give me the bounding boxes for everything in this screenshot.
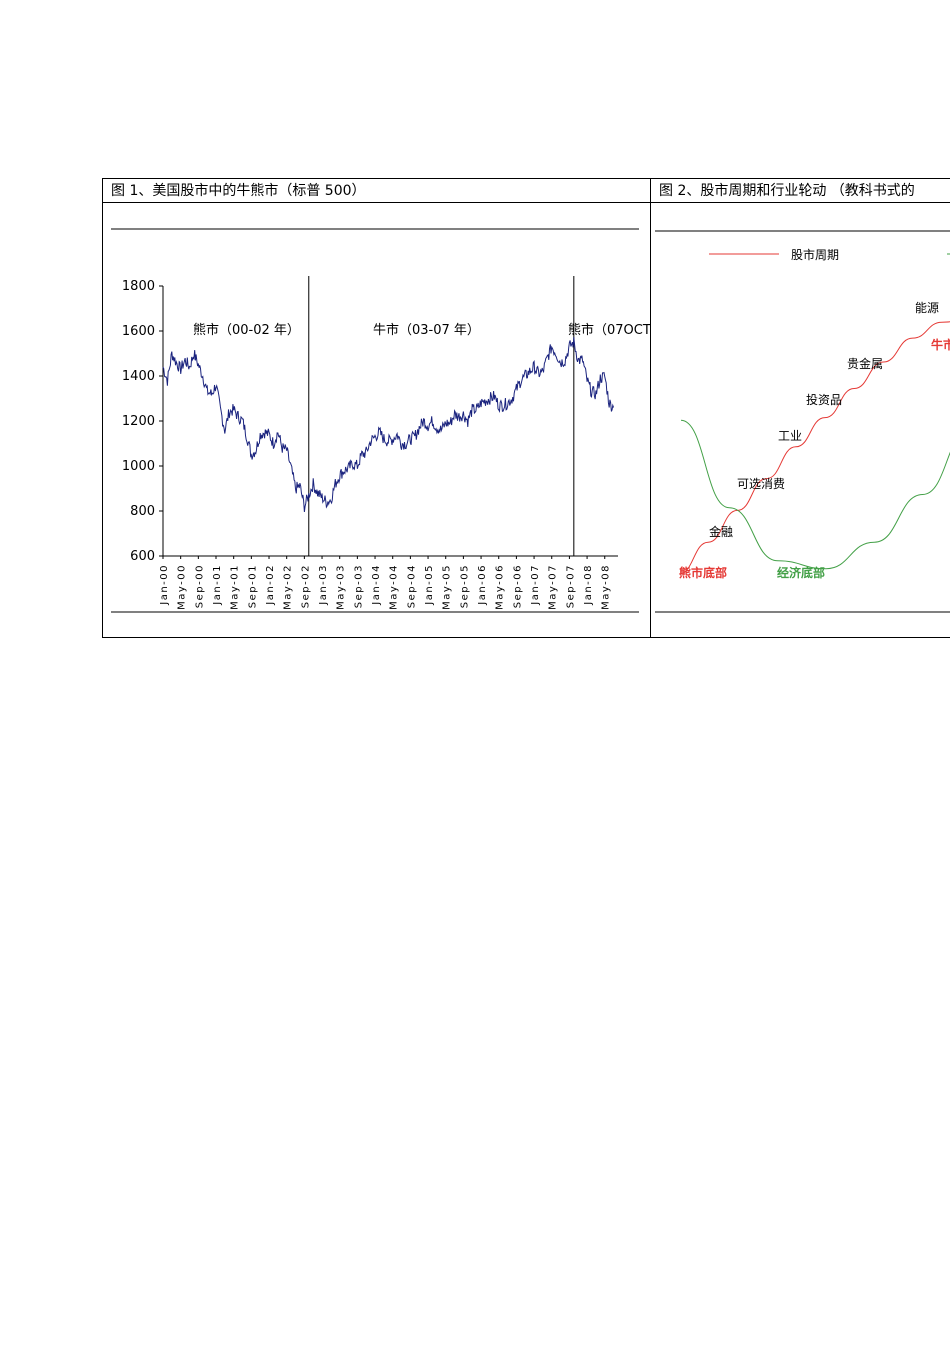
y-tick-label: 1000 <box>122 459 155 474</box>
x-tick-label: May-02 <box>283 564 294 610</box>
x-tick-label: Jan-04 <box>371 564 382 606</box>
y-tick-label: 1800 <box>122 279 155 294</box>
label-precious-metals: 贵金属 <box>847 356 883 371</box>
label-economy-bottom: 经济底部 <box>777 565 825 580</box>
label-bear-bottom: 熊市底部 <box>679 565 727 580</box>
x-tick-label: Jan-05 <box>424 564 435 606</box>
x-tick-label: Sep-05 <box>459 564 470 608</box>
x-tick-label: Jan-07 <box>530 564 541 606</box>
x-tick-label: Sep-00 <box>194 564 205 608</box>
y-tick-label: 1200 <box>122 414 155 429</box>
label-energy: 能源 <box>915 301 939 315</box>
legend-stock-cycle-label: 股市周期 <box>791 247 839 262</box>
x-tick-label: Jan-00 <box>159 564 170 606</box>
annotation-bear-00-02: 熊市（00-02 年） <box>193 322 300 338</box>
x-tick-label: May-08 <box>601 564 612 610</box>
x-tick-label: May-03 <box>336 564 347 610</box>
x-tick-label: Jan-01 <box>212 564 223 606</box>
sp500-chart: 600 800 1000 1200 1400 1600 1800 Jan-00 May-00 Se… <box>111 228 651 613</box>
label-capital-goods: 投资品 <box>806 392 842 407</box>
annotation-bull-03-07: 牛市（03-07 年） <box>373 322 480 338</box>
label-discretionary: 可选消费 <box>737 477 785 491</box>
x-tick-label: Sep-02 <box>300 564 311 608</box>
figure2-caption: 图 2、股市周期和行业轮动 （教科书式的 <box>651 179 950 203</box>
y-tick-label: 1400 <box>122 369 155 384</box>
x-tick-label: Sep-07 <box>565 564 576 608</box>
figure1-panel: 图 1、美国股市中的牛熊市（标普 500） 600 800 1000 1200 1400… <box>102 178 651 638</box>
x-tick-label: Sep-03 <box>353 564 364 608</box>
economy-cycle-line <box>680 419 950 570</box>
y-tick-label: 800 <box>130 504 155 519</box>
x-tick-label: May-05 <box>442 564 453 610</box>
x-tick-label: May-07 <box>548 564 559 610</box>
y-tick-label: 600 <box>130 549 155 564</box>
figure2-panel: 图 2、股市周期和行业轮动 （教科书式的 股市周期能源贵金属投资品工业可选消费金… <box>650 178 950 638</box>
label-financials: 金融 <box>709 524 733 539</box>
label-bull: 牛市 <box>931 337 950 352</box>
x-tick-label: May-04 <box>389 564 400 610</box>
sp500-line <box>162 337 615 513</box>
annotation-bear-07oct: 熊市（07OCT） <box>568 322 651 338</box>
x-tick-label: Jan-02 <box>265 564 276 606</box>
x-tick-label: Sep-04 <box>406 564 417 608</box>
x-tick-label: Jan-06 <box>477 564 488 606</box>
x-tick-label: May-00 <box>177 564 188 610</box>
x-tick-label: May-06 <box>495 564 506 610</box>
stock-cycle-line <box>678 321 950 575</box>
x-tick-label: Jan-08 <box>583 564 594 606</box>
x-tick-label: Jan-03 <box>318 564 329 606</box>
x-tick-label: Sep-06 <box>512 564 523 608</box>
x-tick-label: May-01 <box>230 564 241 610</box>
figure1-caption: 图 1、美国股市中的牛熊市（标普 500） <box>103 179 650 203</box>
x-tick-label: Sep-01 <box>247 564 258 608</box>
label-industrials: 工业 <box>778 429 802 443</box>
y-tick-label: 1600 <box>122 324 155 339</box>
